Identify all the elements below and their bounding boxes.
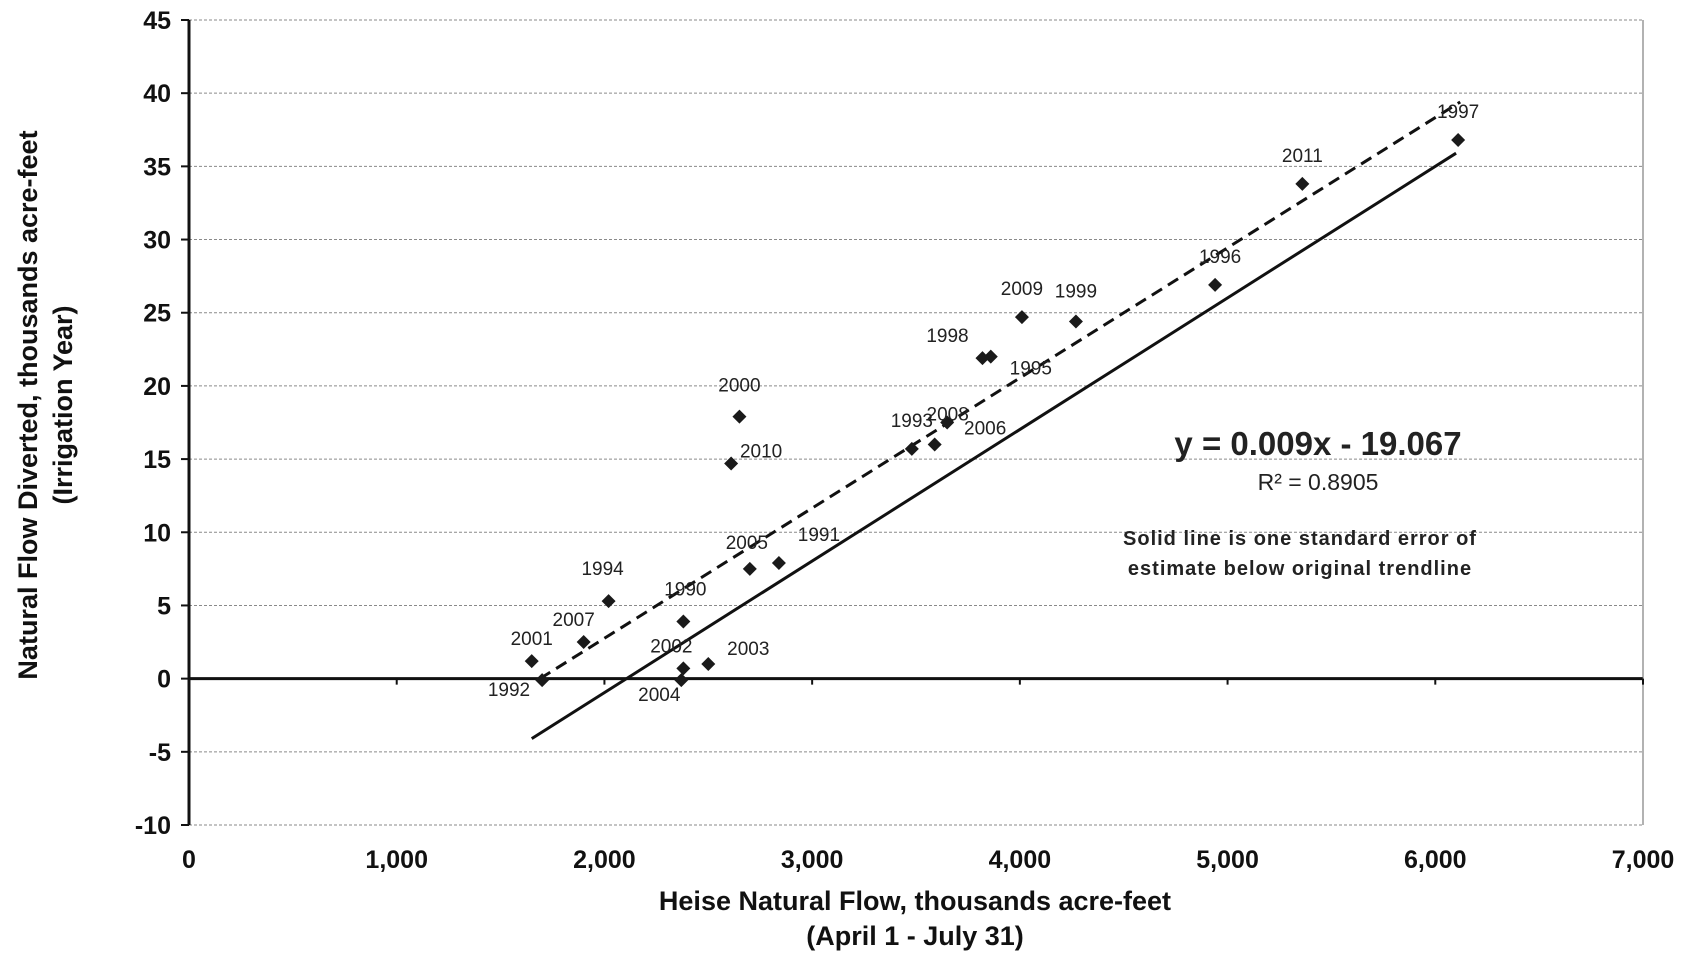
- point-label-1994: 1994: [581, 559, 624, 580]
- tick-labels: -10 -5 0 5 10 15 20 25 30 35 40 45 0 1,000 2,000 3,000 4…: [135, 7, 1674, 874]
- y-tick-label: 5: [157, 592, 171, 620]
- point-label-1990: 1990: [664, 580, 706, 601]
- x-tick-label: 5,000: [1196, 846, 1259, 874]
- point-label-1999: 1999: [1055, 282, 1097, 303]
- point-labels: 1990 1991 1992 1993 1994 1995 1996 1997 1998 1999…: [488, 102, 1479, 706]
- y-tick-label: 35: [143, 153, 171, 181]
- x-tick-label: 2,000: [573, 846, 636, 874]
- x-tick-label: 3,000: [781, 846, 844, 874]
- x-tick-label: 1,000: [365, 846, 428, 874]
- data-point-2004: [674, 673, 689, 688]
- data-point-1992: [535, 673, 550, 688]
- data-point-1990: [676, 614, 691, 629]
- point-label-2007: 2007: [553, 610, 595, 631]
- y-tick-label: 40: [143, 80, 171, 108]
- y-axis-title-line-2: (Irrigation Year): [48, 305, 78, 504]
- data-point-1991: [771, 556, 786, 571]
- point-label-2005: 2005: [726, 533, 768, 554]
- y-tick-label: 10: [143, 519, 171, 547]
- data-point-2005: [742, 561, 757, 576]
- x-tick-label: 7,000: [1612, 846, 1675, 874]
- point-label-2002: 2002: [650, 636, 692, 657]
- point-label-1998: 1998: [926, 326, 968, 347]
- data-point-1993: [904, 441, 919, 456]
- point-label-2003: 2003: [727, 639, 769, 660]
- note-line-2: estimate below original trendline: [1128, 558, 1472, 580]
- data-point-2007: [576, 635, 591, 650]
- point-label-2008: 2008: [927, 404, 969, 425]
- y-axis-title-line-1: Natural Flow Diverted, thousands acre-fe…: [13, 130, 43, 679]
- y-tick-label: 15: [143, 446, 171, 474]
- point-label-2006: 2006: [964, 419, 1006, 440]
- point-label-1995: 1995: [1010, 359, 1052, 380]
- r-squared-label: R² = 0.8905: [1258, 469, 1379, 495]
- data-point-2003: [701, 657, 716, 671]
- x-axis-title-line-2: (April 1 - July 31): [806, 921, 1024, 951]
- point-label-2004: 2004: [638, 685, 681, 706]
- x-tick-label: 4,000: [989, 846, 1052, 874]
- y-tick-label: 25: [143, 300, 171, 328]
- y-tick-label: 20: [143, 373, 171, 401]
- data-point-2010: [724, 456, 739, 471]
- trendlines: [530, 100, 1462, 740]
- y-tick-label: -5: [149, 739, 171, 767]
- y-tick-label: 0: [157, 666, 171, 694]
- data-point-2011: [1295, 176, 1310, 191]
- data-point-1994: [601, 594, 616, 609]
- data-point-2008: [927, 437, 942, 452]
- data-point-1998: [975, 351, 990, 366]
- point-label-2009: 2009: [1001, 279, 1043, 300]
- data-point-2000: [732, 409, 747, 424]
- x-tick-label: 6,000: [1404, 846, 1467, 874]
- data-point-2001: [524, 654, 539, 669]
- data-point-1996: [1208, 277, 1223, 292]
- y-tick-label: 30: [143, 227, 171, 255]
- point-label-1997: 1997: [1437, 102, 1479, 123]
- axes: [187, 20, 1644, 825]
- data-point-2006: [940, 415, 955, 430]
- y-tick-label: 45: [143, 7, 171, 35]
- trendline-dashed: [539, 100, 1462, 680]
- data-points: [524, 133, 1466, 688]
- point-label-2010: 2010: [740, 441, 782, 462]
- x-tick-label: 0: [182, 846, 196, 874]
- data-point-2009: [1014, 310, 1029, 325]
- regression-equation: y = 0.009x - 19.067: [1174, 425, 1461, 462]
- point-label-2001: 2001: [511, 629, 553, 650]
- data-point-1999: [1068, 314, 1083, 329]
- trendline-solid: [530, 151, 1457, 740]
- x-axis-title-line-1: Heise Natural Flow, thousands acre-feet: [659, 886, 1171, 916]
- point-label-1991: 1991: [798, 525, 840, 546]
- note-line-1: Solid line is one standard error of: [1123, 528, 1477, 550]
- data-point-2002: [676, 661, 691, 676]
- data-point-1997: [1451, 133, 1466, 148]
- point-label-2000: 2000: [718, 376, 760, 397]
- point-label-2011: 2011: [1282, 146, 1323, 167]
- y-tick-label: -10: [135, 812, 171, 840]
- point-label-1996: 1996: [1199, 247, 1241, 268]
- point-label-1992: 1992: [488, 680, 530, 701]
- gridlines: [189, 19, 1643, 826]
- point-label-1993: 1993: [891, 411, 933, 432]
